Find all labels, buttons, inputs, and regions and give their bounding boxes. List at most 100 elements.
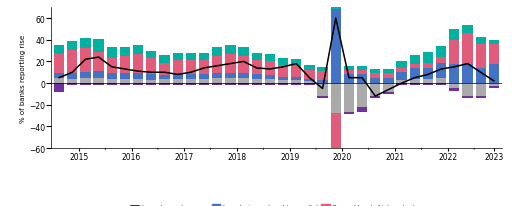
Bar <box>186 84 196 86</box>
Bar <box>120 79 130 84</box>
Bar <box>476 69 486 84</box>
Bar <box>106 59 117 74</box>
Bar <box>54 74 64 78</box>
Bar <box>186 54 196 61</box>
Bar <box>291 77 302 80</box>
Bar <box>291 60 302 66</box>
Bar <box>159 56 169 63</box>
Bar <box>449 41 459 64</box>
Bar <box>278 65 288 77</box>
Bar <box>489 41 499 45</box>
Bar <box>370 70 380 74</box>
Bar <box>212 74 222 78</box>
Bar <box>265 84 275 86</box>
Bar <box>383 92 394 94</box>
Bar <box>54 46 64 55</box>
Bar <box>173 84 183 86</box>
Bar <box>278 80 288 84</box>
Bar <box>159 76 169 79</box>
Bar <box>54 84 64 92</box>
Bar <box>106 74 117 79</box>
Bar <box>370 78 380 84</box>
Legend: Loan demand, Other financing needs, Inventories and working capital, Use of alte: Loan demand, Other financing needs, Inve… <box>129 202 424 206</box>
Bar <box>94 84 104 86</box>
Bar <box>410 79 420 84</box>
Bar <box>423 84 433 86</box>
Bar <box>67 50 77 74</box>
Bar <box>357 84 367 107</box>
Bar <box>489 87 499 89</box>
Bar <box>133 55 143 74</box>
Bar <box>317 68 328 72</box>
Bar <box>94 52 104 72</box>
Bar <box>199 84 209 86</box>
Bar <box>251 84 262 86</box>
Bar <box>106 84 117 86</box>
Bar <box>383 70 394 74</box>
Bar <box>94 78 104 84</box>
Bar <box>173 54 183 61</box>
Bar <box>54 78 64 84</box>
Bar <box>265 55 275 62</box>
Bar <box>436 47 446 58</box>
Bar <box>331 114 341 164</box>
Bar <box>80 38 91 49</box>
Bar <box>370 84 380 97</box>
Bar <box>199 61 209 75</box>
Bar <box>54 55 64 74</box>
Bar <box>133 46 143 55</box>
Bar <box>317 72 328 80</box>
Bar <box>239 57 249 74</box>
Bar <box>225 55 236 74</box>
Bar <box>173 79 183 84</box>
Bar <box>278 84 288 86</box>
Bar <box>146 75 157 80</box>
Bar <box>396 69 407 73</box>
Bar <box>291 80 302 84</box>
Bar <box>146 59 157 75</box>
Bar <box>476 37 486 45</box>
Bar <box>146 80 157 84</box>
Bar <box>159 63 169 76</box>
Bar <box>317 80 328 84</box>
Bar <box>159 84 169 86</box>
Bar <box>396 84 407 86</box>
Bar <box>120 48 130 57</box>
Bar <box>304 79 314 82</box>
Bar <box>133 84 143 86</box>
Bar <box>265 79 275 84</box>
Bar <box>67 74 77 79</box>
Bar <box>344 75 354 84</box>
Bar <box>94 40 104 52</box>
Bar <box>304 84 314 86</box>
Bar <box>120 84 130 86</box>
Bar <box>106 79 117 84</box>
Bar <box>80 78 91 84</box>
Bar <box>462 84 473 97</box>
Bar <box>239 48 249 57</box>
Bar <box>449 84 459 89</box>
Bar <box>186 61 196 75</box>
Bar <box>331 84 341 114</box>
Bar <box>251 79 262 84</box>
Bar <box>212 84 222 86</box>
Bar <box>212 48 222 57</box>
Bar <box>357 71 367 75</box>
Bar <box>331 164 341 167</box>
Bar <box>357 66 367 71</box>
Bar <box>173 75 183 79</box>
Bar <box>436 78 446 84</box>
Bar <box>120 74 130 79</box>
Bar <box>476 84 486 97</box>
Bar <box>251 75 262 79</box>
Bar <box>239 74 249 78</box>
Bar <box>489 64 499 84</box>
Bar <box>199 75 209 79</box>
Bar <box>410 56 420 64</box>
Bar <box>80 84 91 86</box>
Bar <box>410 64 420 69</box>
Bar <box>449 89 459 91</box>
Bar <box>186 79 196 84</box>
Bar <box>278 59 288 65</box>
Bar <box>251 61 262 75</box>
